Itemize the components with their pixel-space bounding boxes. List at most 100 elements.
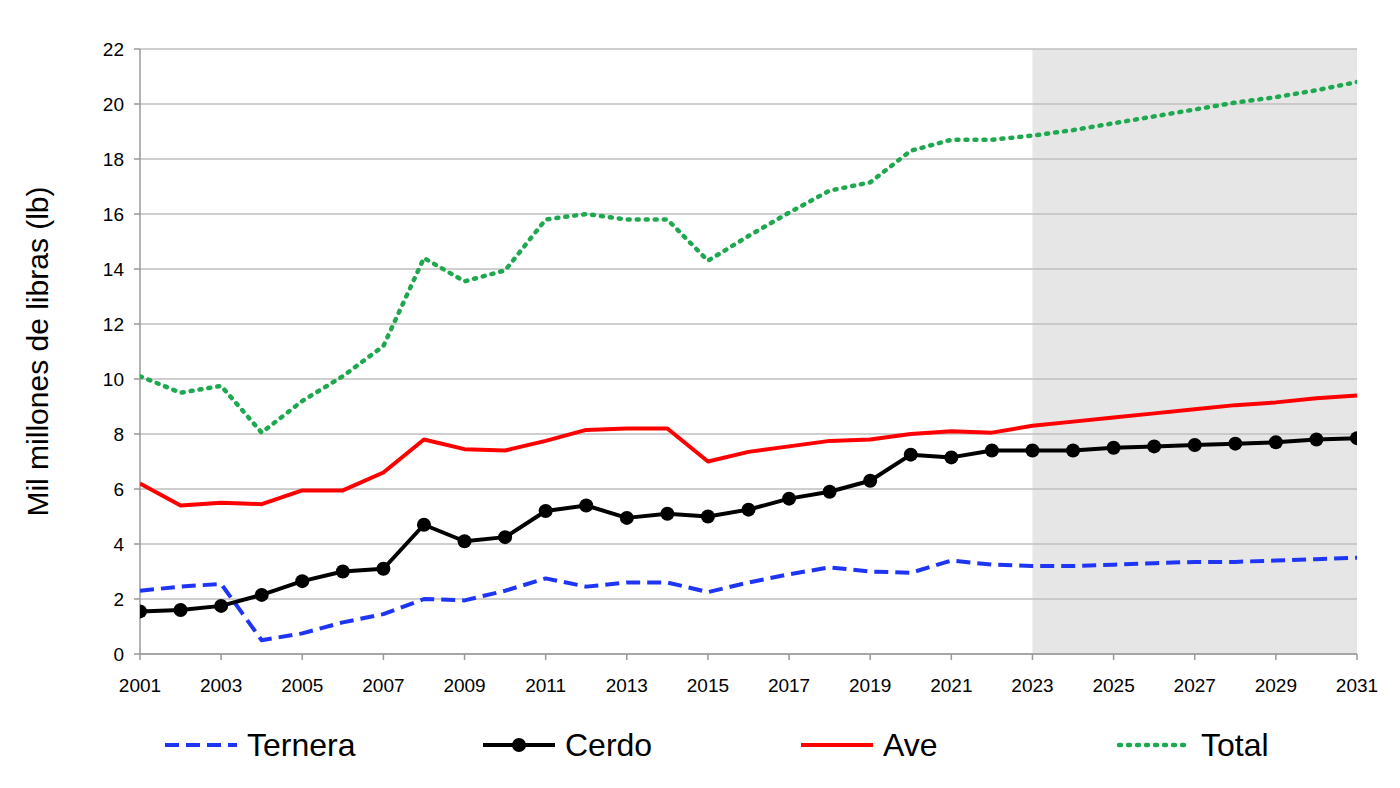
y-tick: [134, 598, 140, 600]
x-axis: [140, 653, 1357, 655]
y-tick: [134, 213, 140, 215]
x-tick: [1275, 654, 1277, 660]
x-tick-label: 2005: [281, 675, 323, 696]
series-marker: [579, 499, 593, 513]
series-marker: [823, 485, 837, 499]
series-marker: [174, 603, 188, 617]
x-tick-label: 2015: [687, 675, 729, 696]
grid-line: [140, 433, 1357, 435]
y-tick: [134, 158, 140, 160]
x-tick: [788, 654, 790, 660]
x-tick-label: 2003: [200, 675, 242, 696]
y-tick-label: 0: [113, 644, 124, 665]
y-tick: [134, 103, 140, 105]
series-marker: [255, 588, 269, 602]
x-tick: [869, 654, 871, 660]
series-marker: [376, 562, 390, 576]
y-tick: [134, 48, 140, 50]
grid-line: [140, 158, 1357, 160]
x-tick-label: 2019: [849, 675, 891, 696]
y-tick-label: 14: [103, 259, 125, 280]
series-marker: [1269, 435, 1283, 449]
legend-swatch: [1119, 743, 1191, 748]
series-marker: [1025, 444, 1039, 458]
y-tick: [134, 378, 140, 380]
series-marker: [620, 511, 634, 525]
grid-line: [140, 213, 1357, 215]
series-line: [140, 82, 1357, 433]
x-tick: [545, 654, 547, 660]
legend-label: Total: [1201, 727, 1269, 763]
x-tick-label: 2009: [443, 675, 485, 696]
legend-swatch: [801, 743, 873, 747]
series-marker: [336, 565, 350, 579]
grid-line: [140, 543, 1357, 545]
series-marker: [1188, 438, 1202, 452]
series-line: [140, 558, 1357, 641]
x-tick: [951, 654, 953, 660]
y-axis: [139, 49, 141, 654]
series-marker: [985, 444, 999, 458]
y-tick-label: 2: [113, 589, 124, 610]
series-marker: [701, 510, 715, 524]
series-marker: [863, 474, 877, 488]
series-marker: [214, 599, 228, 613]
grid-line: [140, 323, 1357, 325]
x-tick: [626, 654, 628, 660]
series-marker: [742, 503, 756, 517]
x-tick: [1356, 654, 1358, 660]
series-marker: [782, 492, 796, 506]
grid-line: [140, 653, 1357, 655]
y-tick-label: 12: [103, 314, 124, 335]
legend-label: Cerdo: [565, 727, 652, 763]
series-marker: [1107, 441, 1121, 455]
y-tick-label: 18: [103, 149, 124, 170]
series-line: [140, 396, 1357, 506]
grid-line: [140, 103, 1357, 105]
legend-swatch: [165, 743, 237, 747]
series-marker: [295, 574, 309, 588]
series-marker: [458, 534, 472, 548]
x-tick-label: 2007: [362, 675, 404, 696]
y-tick: [134, 653, 140, 655]
series-marker: [539, 504, 553, 518]
y-tick: [134, 433, 140, 435]
grid-line: [140, 48, 1357, 50]
series-marker: [1350, 431, 1357, 445]
legend-marker: [512, 738, 526, 752]
x-tick: [1032, 654, 1034, 660]
y-tick-label: 6: [113, 479, 124, 500]
grid-line: [140, 378, 1357, 380]
x-tick: [464, 654, 466, 660]
grid-line: [140, 268, 1357, 270]
legend-label: Ternera: [247, 727, 356, 763]
series-line: [140, 438, 1357, 611]
x-tick-label: 2011: [525, 675, 566, 696]
x-tick: [139, 654, 141, 660]
x-tick-label: 2013: [606, 675, 648, 696]
x-tick-label: 2029: [1255, 675, 1297, 696]
y-tick: [134, 543, 140, 545]
x-tick: [1113, 654, 1115, 660]
x-tick-label: 2021: [930, 675, 972, 696]
y-tick: [134, 488, 140, 490]
series-marker: [498, 530, 512, 544]
y-tick-label: 8: [113, 424, 124, 445]
x-tick: [220, 654, 222, 660]
legend: Ternera Cerdo Ave Total: [165, 727, 1269, 763]
series-marker: [1066, 444, 1080, 458]
y-axis-label: Mil millones de libras (lb): [21, 186, 54, 516]
x-tick: [1194, 654, 1196, 660]
x-tick-label: 2027: [1174, 675, 1216, 696]
y-tick-label: 16: [103, 204, 124, 225]
series-marker: [1147, 439, 1161, 453]
x-tick: [302, 654, 304, 660]
series-marker: [944, 450, 958, 464]
grid-line: [140, 598, 1357, 600]
legend-label: Ave: [883, 727, 938, 763]
series-marker: [904, 448, 918, 462]
chart: 0246810121416182022200120032005200720092…: [0, 0, 1400, 788]
y-tick-label: 4: [113, 534, 124, 555]
x-tick-label: 2017: [768, 675, 810, 696]
x-tick: [707, 654, 709, 660]
